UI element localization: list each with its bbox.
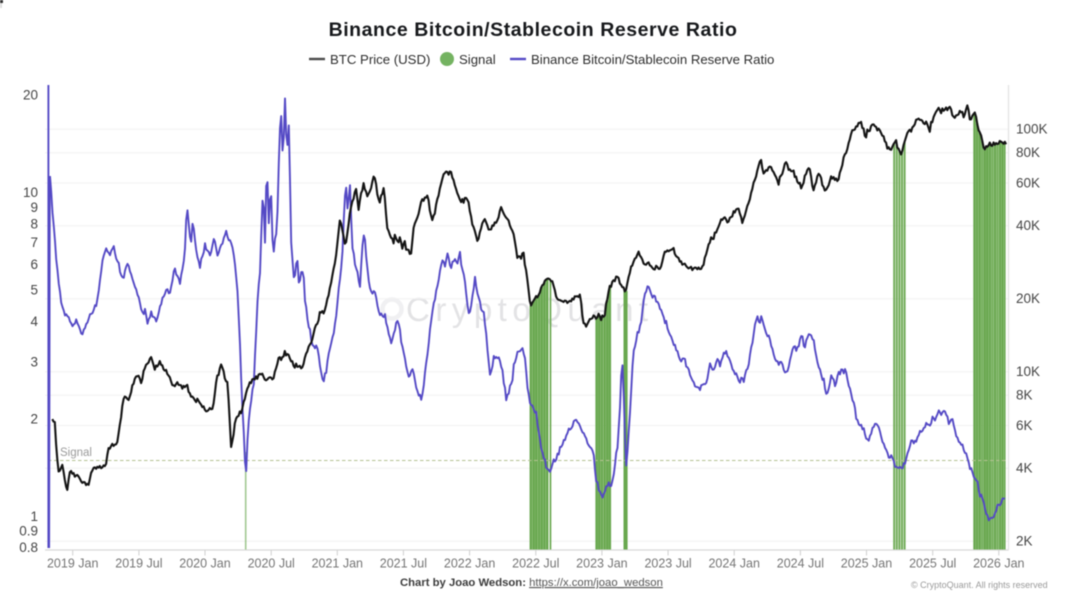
- svg-text:7: 7: [30, 235, 38, 250]
- svg-text:4K: 4K: [1016, 461, 1033, 476]
- svg-text:2020 Jul: 2020 Jul: [248, 557, 295, 571]
- svg-text:8: 8: [30, 217, 38, 232]
- svg-text:2021 Jul: 2021 Jul: [380, 557, 427, 571]
- svg-text:100K: 100K: [1016, 122, 1048, 137]
- svg-text:3: 3: [30, 354, 38, 369]
- svg-text:BTC Price (USD): BTC Price (USD): [330, 52, 430, 67]
- svg-text:10K: 10K: [1016, 364, 1040, 379]
- svg-text:2021 Jan: 2021 Jan: [312, 557, 363, 571]
- svg-text:6K: 6K: [1016, 418, 1033, 433]
- svg-text:2024 Jul: 2024 Jul: [777, 557, 824, 571]
- svg-text:2022 Jan: 2022 Jan: [444, 557, 495, 571]
- svg-text:20K: 20K: [1016, 291, 1040, 306]
- svg-text:2026 Jan: 2026 Jan: [973, 557, 1024, 571]
- svg-text:2020 Jan: 2020 Jan: [179, 557, 230, 571]
- svg-text:0.8: 0.8: [19, 540, 38, 555]
- svg-text:1: 1: [30, 509, 38, 524]
- svg-text:© CryptoQuant. All rights rese: © CryptoQuant. All rights reserved: [911, 580, 1048, 590]
- svg-text:2023 Jul: 2023 Jul: [644, 557, 691, 571]
- svg-text:8K: 8K: [1016, 388, 1033, 403]
- svg-text:2019 Jul: 2019 Jul: [115, 557, 162, 571]
- svg-text:10: 10: [23, 185, 38, 200]
- svg-text:40K: 40K: [1016, 218, 1040, 233]
- svg-text:80K: 80K: [1016, 145, 1040, 160]
- svg-text:2: 2: [30, 411, 38, 426]
- svg-text:2023 Jan: 2023 Jan: [576, 557, 627, 571]
- svg-text:Chart by Joao Wedson: https://: Chart by Joao Wedson: https://x.com/joao…: [400, 577, 663, 589]
- svg-text:2019 Jan: 2019 Jan: [47, 557, 98, 571]
- svg-text:9: 9: [30, 200, 38, 215]
- svg-text:Binance Bitcoin/Stablecoin Res: Binance Bitcoin/Stablecoin Reserve Ratio: [329, 19, 738, 41]
- svg-text:Signal: Signal: [60, 447, 92, 459]
- svg-text:5: 5: [30, 283, 38, 298]
- svg-text:6: 6: [30, 257, 38, 272]
- svg-text:20: 20: [23, 88, 38, 103]
- svg-text:2K: 2K: [1016, 534, 1033, 549]
- svg-text:60K: 60K: [1016, 176, 1040, 191]
- svg-text:Signal: Signal: [459, 52, 496, 67]
- svg-text:2025 Jul: 2025 Jul: [909, 557, 956, 571]
- svg-text:Binance Bitcoin/Stablecoin Res: Binance Bitcoin/Stablecoin Reserve Ratio: [531, 52, 774, 67]
- svg-text:0.9: 0.9: [19, 524, 38, 539]
- svg-text:2025 Jan: 2025 Jan: [841, 557, 892, 571]
- svg-text:2022 Jul: 2022 Jul: [512, 557, 559, 571]
- svg-text:2024 Jan: 2024 Jan: [708, 557, 759, 571]
- svg-text:4: 4: [30, 314, 38, 329]
